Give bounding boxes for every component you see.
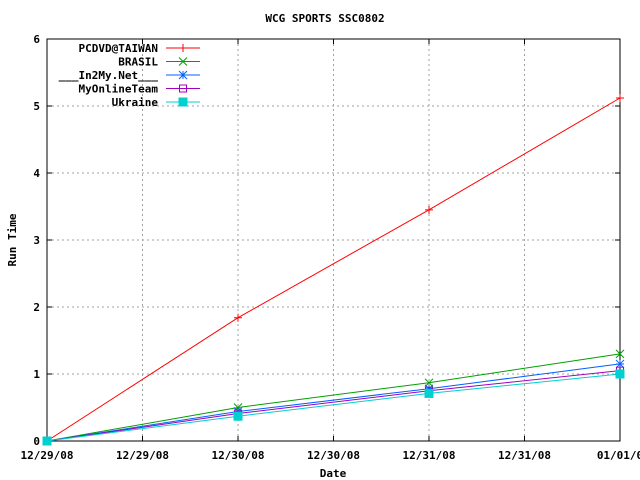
legend-label: BRASIL	[118, 56, 158, 69]
data-point	[615, 369, 625, 379]
series-0	[43, 93, 624, 445]
data-point	[615, 359, 625, 369]
data-point	[179, 44, 187, 52]
data-point	[178, 97, 188, 107]
data-point	[233, 407, 243, 416]
y-tick-label: 4	[33, 167, 40, 180]
x-tick-label: 12/29/08	[116, 449, 169, 462]
y-tick-label: 6	[33, 33, 40, 46]
data-point	[233, 411, 243, 421]
y-tick-label: 1	[33, 368, 40, 381]
data-point	[178, 57, 188, 66]
y-axis-label: Run Time	[6, 213, 19, 266]
legend-label: Ukraine	[112, 96, 159, 109]
x-tick-label: 12/31/08	[498, 449, 551, 462]
data-point	[615, 349, 625, 359]
y-tick-label: 0	[33, 435, 40, 448]
x-tick-label: 12/30/08	[212, 449, 265, 462]
chart-title: WCG SPORTS SSC0802	[265, 12, 384, 25]
series-layer	[42, 93, 625, 446]
y-tick-label: 3	[33, 234, 40, 247]
legend: PCDVD@TAIWANBRASIL___In2My.Net___MyOnlin…	[59, 42, 200, 109]
data-point	[616, 93, 624, 102]
data-point	[178, 70, 188, 80]
data-point	[424, 384, 434, 394]
data-point	[179, 84, 187, 93]
y-tick-label: 2	[33, 301, 40, 314]
legend-label: PCDVD@TAIWAN	[79, 42, 158, 55]
series-line	[46, 370, 621, 442]
legend-label: MyOnlineTeam	[79, 83, 159, 96]
x-tick-label: 12/31/08	[403, 449, 456, 462]
data-point	[42, 436, 52, 446]
data-point	[425, 205, 433, 214]
x-tick-label: 12/29/08	[21, 449, 74, 462]
series-line	[46, 363, 621, 442]
series-line	[46, 373, 621, 442]
y-tick-label: 5	[33, 100, 40, 113]
grid	[47, 39, 620, 441]
x-axis-label: Date	[320, 467, 347, 480]
series-line	[46, 97, 621, 442]
data-point	[234, 313, 242, 322]
axes: 0 1 2 3 4 5 6 12/29/08 12/29/08 12/30/08 12/30/08 1…	[21, 33, 640, 462]
x-tick-label: 01/01/0	[597, 449, 640, 462]
series-line	[46, 353, 621, 442]
legend-label: ___In2My.Net___	[59, 69, 159, 82]
data-point	[424, 388, 434, 398]
x-tick-label: 12/30/08	[307, 449, 360, 462]
series-4	[42, 369, 625, 446]
